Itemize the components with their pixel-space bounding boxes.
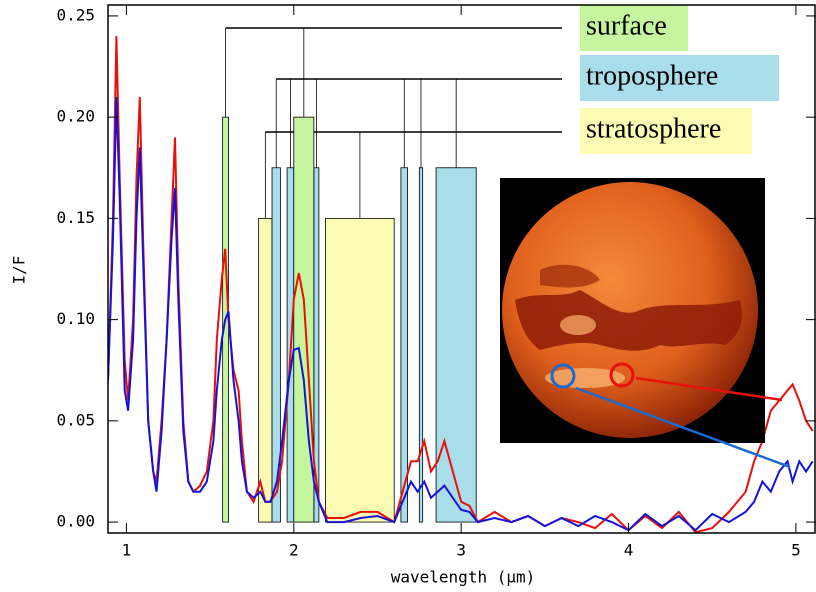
pointer-line <box>575 386 791 469</box>
y-tick-label: 0.15 <box>56 208 95 227</box>
bright-region <box>560 315 596 335</box>
x-axis-title: wavelength (μm) <box>391 568 536 587</box>
layer-label-bg <box>580 108 752 154</box>
x-tick-label: 5 <box>791 541 801 560</box>
layer-label-bg <box>580 55 779 101</box>
x-tick-label: 4 <box>624 541 634 560</box>
x-tick-label: 2 <box>289 541 299 560</box>
y-tick-label: 0.05 <box>56 410 95 429</box>
dark-region <box>540 264 600 288</box>
layer-label: stratosphere <box>586 113 721 144</box>
layer-label-bg <box>580 5 688 51</box>
window-bar <box>400 167 409 523</box>
y-tick-label: 0.00 <box>56 512 95 531</box>
window-bar <box>258 217 273 523</box>
pointer-line <box>635 376 783 402</box>
layer-label: troposphere <box>586 60 718 91</box>
window-bar <box>418 167 424 523</box>
window-bar <box>435 167 477 523</box>
marker-circle <box>609 362 635 388</box>
plot-frame <box>107 4 816 534</box>
marker-circle <box>550 363 576 389</box>
y-tick-label: 0.10 <box>56 309 95 328</box>
dark-region <box>515 290 742 351</box>
titan-image <box>500 178 791 469</box>
x-tick-label: 1 <box>122 541 132 560</box>
bright-region <box>545 368 625 388</box>
spectra <box>108 36 814 533</box>
spectrum-line <box>108 96 814 532</box>
x-tick-label: 3 <box>456 541 466 560</box>
y-tick-label: 0.20 <box>56 107 95 126</box>
window-bar <box>325 217 395 523</box>
y-axis-title: I/F <box>10 256 29 285</box>
layer-label: surface <box>586 10 667 41</box>
y-tick-label: 0.25 <box>56 5 95 24</box>
